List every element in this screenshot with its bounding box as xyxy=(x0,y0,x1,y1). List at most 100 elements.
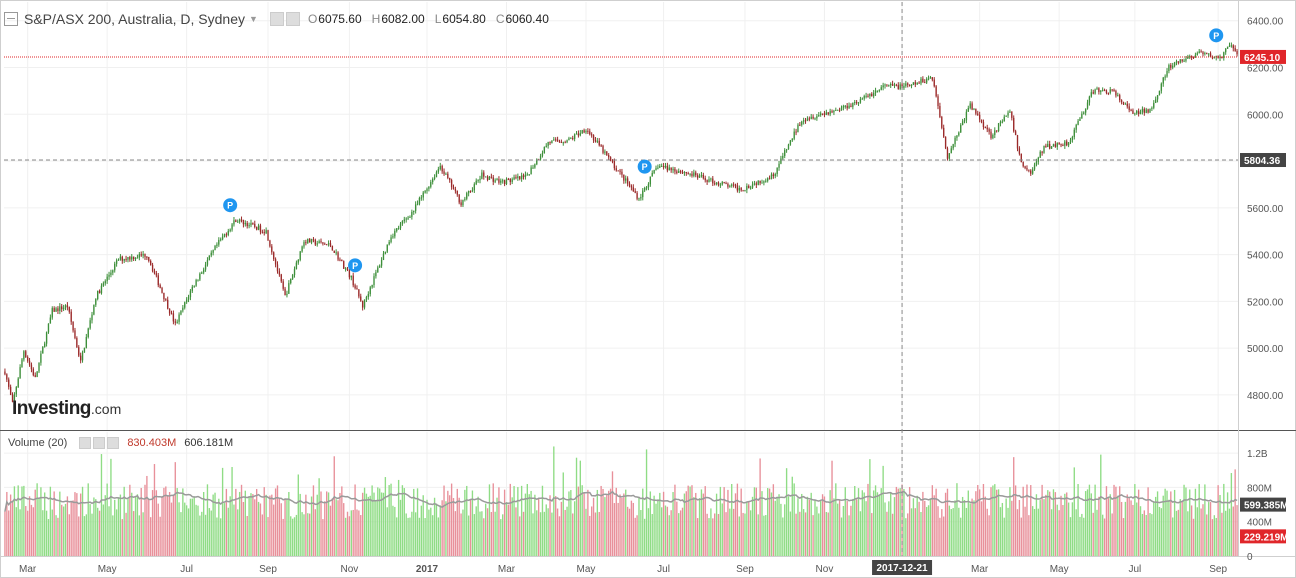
candle xyxy=(861,98,863,100)
volume-bar xyxy=(937,506,939,556)
candle xyxy=(437,169,440,173)
crosshair-date-tag: 2017-12-21 xyxy=(876,563,928,574)
candle xyxy=(543,146,546,154)
volume-title[interactable]: Volume (20) xyxy=(8,437,68,449)
candle xyxy=(1054,144,1057,147)
volume-bar xyxy=(1022,486,1024,556)
volume-bar xyxy=(927,505,930,556)
visibility-icon[interactable] xyxy=(269,12,284,26)
volume-bar xyxy=(218,498,220,556)
candle xyxy=(664,165,667,168)
volume-bar xyxy=(176,488,178,556)
close-icon[interactable] xyxy=(107,437,120,449)
candle xyxy=(1139,112,1142,114)
volume-bar xyxy=(1162,495,1164,556)
candle xyxy=(314,239,317,245)
volume-bar xyxy=(273,504,275,556)
candle xyxy=(89,320,91,329)
volume-bar xyxy=(288,491,290,556)
volume-bar xyxy=(484,503,487,556)
candle xyxy=(975,108,977,114)
candle xyxy=(1013,117,1015,132)
candle xyxy=(952,144,954,149)
candle xyxy=(280,274,282,282)
volume-bar xyxy=(42,510,44,556)
volume-bar xyxy=(76,493,78,556)
visibility-icon[interactable] xyxy=(79,437,92,449)
volume-bar xyxy=(782,517,784,556)
volume-bar xyxy=(530,490,532,556)
time-tick-label: Mar xyxy=(971,564,989,575)
candle xyxy=(689,173,691,175)
volume-bar xyxy=(299,493,301,556)
candle xyxy=(441,166,443,172)
volume-bar xyxy=(380,492,383,556)
candle xyxy=(723,182,725,184)
candle xyxy=(414,204,417,211)
volume-bar xyxy=(329,505,332,556)
candle xyxy=(702,174,705,179)
volume-bar xyxy=(872,490,875,556)
candle xyxy=(1003,116,1005,122)
candle xyxy=(863,96,865,99)
price-tick-label: 5200.00 xyxy=(1247,297,1284,308)
candle xyxy=(498,179,500,183)
volume-bar xyxy=(307,513,309,556)
volume-bar xyxy=(751,496,754,556)
symbol-title[interactable]: S&P/ASX 200, Australia, D, Sydney xyxy=(24,11,246,27)
volume-bar xyxy=(1134,484,1136,556)
candle xyxy=(447,173,449,178)
candle xyxy=(602,145,604,153)
volume-bar xyxy=(45,510,48,556)
candle xyxy=(492,177,494,182)
volume-bar xyxy=(507,504,510,556)
volume-bar xyxy=(890,493,892,556)
volume-bar xyxy=(801,493,803,556)
candle xyxy=(1137,110,1140,114)
volume-bar xyxy=(246,515,248,556)
candle xyxy=(780,158,782,164)
volume-bar xyxy=(53,491,55,556)
candle xyxy=(305,242,307,244)
volume-bar xyxy=(899,488,901,556)
time-tick-label: Mar xyxy=(498,564,516,575)
volume-bar xyxy=(1226,492,1229,556)
candle xyxy=(136,257,139,259)
collapse-icon[interactable] xyxy=(4,12,18,26)
candle xyxy=(348,269,351,278)
volume-bar xyxy=(558,516,561,556)
candle xyxy=(880,87,882,90)
volume-bar xyxy=(581,485,583,556)
candle xyxy=(214,245,216,251)
volume-bar xyxy=(956,483,958,556)
volume-bar xyxy=(1045,494,1047,556)
candle xyxy=(1064,141,1066,146)
volume-bar xyxy=(170,502,173,556)
volume-bar xyxy=(180,512,182,556)
candle xyxy=(691,173,693,176)
time-tick-label: Jul xyxy=(180,564,193,575)
candle xyxy=(240,219,243,221)
volume-bar xyxy=(1136,502,1138,556)
candle xyxy=(93,304,95,315)
candle xyxy=(1120,100,1123,103)
candle xyxy=(445,173,447,175)
volume-bar xyxy=(855,499,858,556)
candle xyxy=(220,239,222,241)
chevron-down-icon[interactable]: ▼ xyxy=(249,14,258,24)
volume-bar xyxy=(426,499,428,556)
volume-bar xyxy=(922,491,924,556)
volume-average-tag-bg xyxy=(1240,497,1286,512)
candle xyxy=(390,237,392,243)
candle xyxy=(335,252,337,254)
volume-bar xyxy=(929,499,932,556)
volume-bar xyxy=(269,495,271,556)
settings-icon[interactable] xyxy=(93,437,106,449)
settings-icon[interactable] xyxy=(285,12,300,26)
volume-bar xyxy=(1126,494,1128,556)
candle xyxy=(477,180,479,182)
candle xyxy=(589,131,591,135)
volume-bar xyxy=(78,516,80,556)
candle xyxy=(1209,53,1212,57)
